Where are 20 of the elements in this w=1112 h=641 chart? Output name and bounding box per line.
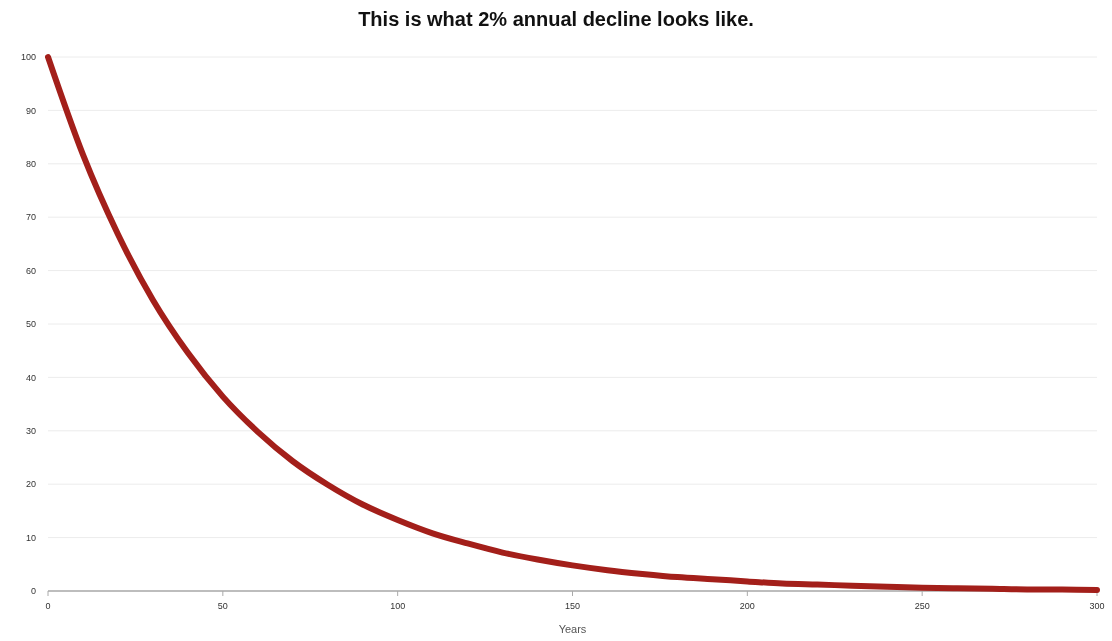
y-tick-label: 10 <box>25 532 36 543</box>
y-tick-label: 40 <box>25 372 36 383</box>
x-tick-label: 100 <box>390 601 406 611</box>
x-axis-title: Years <box>558 623 587 635</box>
chart-title: This is what 2% annual decline looks like. <box>358 8 754 30</box>
y-tick-label: 70 <box>25 212 36 223</box>
x-tick-label: 200 <box>739 601 755 611</box>
x-tick-label: 0 <box>45 601 51 611</box>
x-tick-label: 50 <box>217 601 228 611</box>
y-tick-label: 30 <box>25 425 36 436</box>
y-tick-label: 20 <box>25 479 36 490</box>
y-tick-label: 90 <box>25 105 36 116</box>
y-tick-label: 50 <box>25 319 36 330</box>
y-tick-label: 100 <box>20 52 36 63</box>
y-tick-label: 80 <box>25 158 36 169</box>
x-tick-label: 250 <box>914 601 930 611</box>
y-tick-label: 60 <box>25 265 36 276</box>
y-tick-label: 0 <box>30 586 36 597</box>
x-tick-label: 150 <box>564 601 581 611</box>
x-tick-label: 300 <box>1089 601 1105 611</box>
